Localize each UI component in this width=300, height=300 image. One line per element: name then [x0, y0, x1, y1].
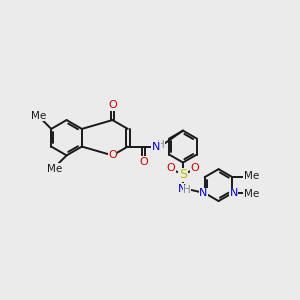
Text: H: H [157, 140, 164, 150]
Text: O: O [190, 163, 199, 173]
Text: N: N [152, 142, 160, 152]
Text: O: O [139, 157, 148, 167]
Text: O: O [108, 150, 117, 161]
Text: Me: Me [244, 171, 259, 181]
Text: N: N [178, 184, 187, 194]
Text: N: N [230, 188, 238, 198]
Text: O: O [167, 163, 176, 173]
Text: Me: Me [32, 111, 46, 121]
Text: N: N [199, 188, 208, 198]
Text: O: O [108, 100, 117, 110]
Text: Me: Me [47, 164, 62, 174]
Text: Me: Me [244, 189, 259, 199]
Text: S: S [179, 168, 187, 181]
Text: H: H [183, 185, 191, 196]
